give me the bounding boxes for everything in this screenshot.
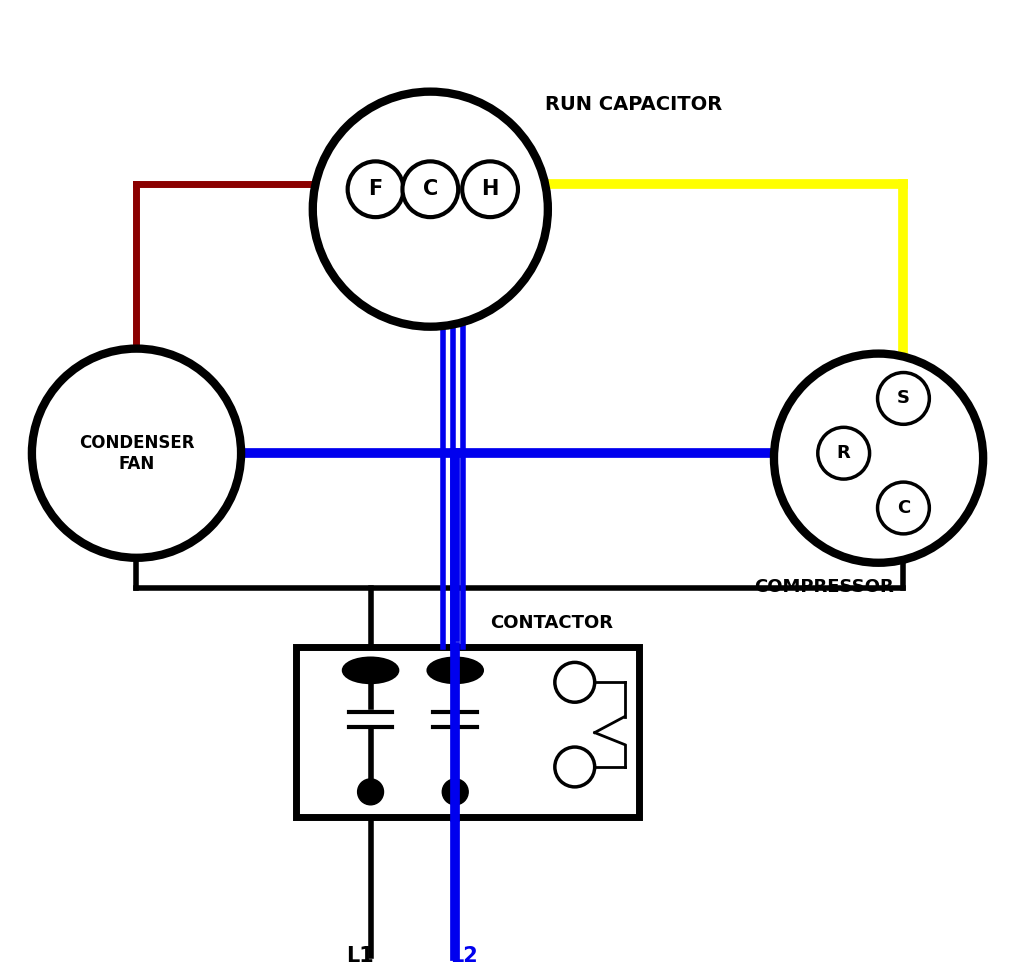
Text: F: F [368, 180, 382, 199]
Circle shape [32, 349, 241, 557]
Text: S: S [897, 389, 910, 408]
Text: CONTACTOR: CONTACTOR [490, 615, 613, 632]
Text: CONDENSER
FAN: CONDENSER FAN [79, 434, 195, 473]
Circle shape [313, 91, 547, 326]
Circle shape [877, 373, 930, 424]
Text: RUN CAPACITOR: RUN CAPACITOR [545, 95, 723, 114]
Text: H: H [482, 180, 499, 199]
Circle shape [347, 161, 404, 218]
Circle shape [442, 779, 468, 805]
Text: L2: L2 [450, 947, 478, 966]
Circle shape [818, 427, 869, 479]
Circle shape [774, 353, 983, 563]
Text: L1: L1 [345, 947, 373, 966]
Circle shape [462, 161, 518, 218]
Circle shape [403, 161, 458, 218]
Bar [296, 648, 640, 817]
Text: C: C [422, 180, 438, 199]
Ellipse shape [343, 658, 398, 683]
Text: C: C [897, 499, 910, 517]
Circle shape [877, 482, 930, 534]
Text: COMPRESSOR: COMPRESSOR [754, 578, 894, 596]
Circle shape [358, 779, 383, 805]
Text: R: R [836, 444, 851, 462]
Ellipse shape [427, 658, 483, 683]
